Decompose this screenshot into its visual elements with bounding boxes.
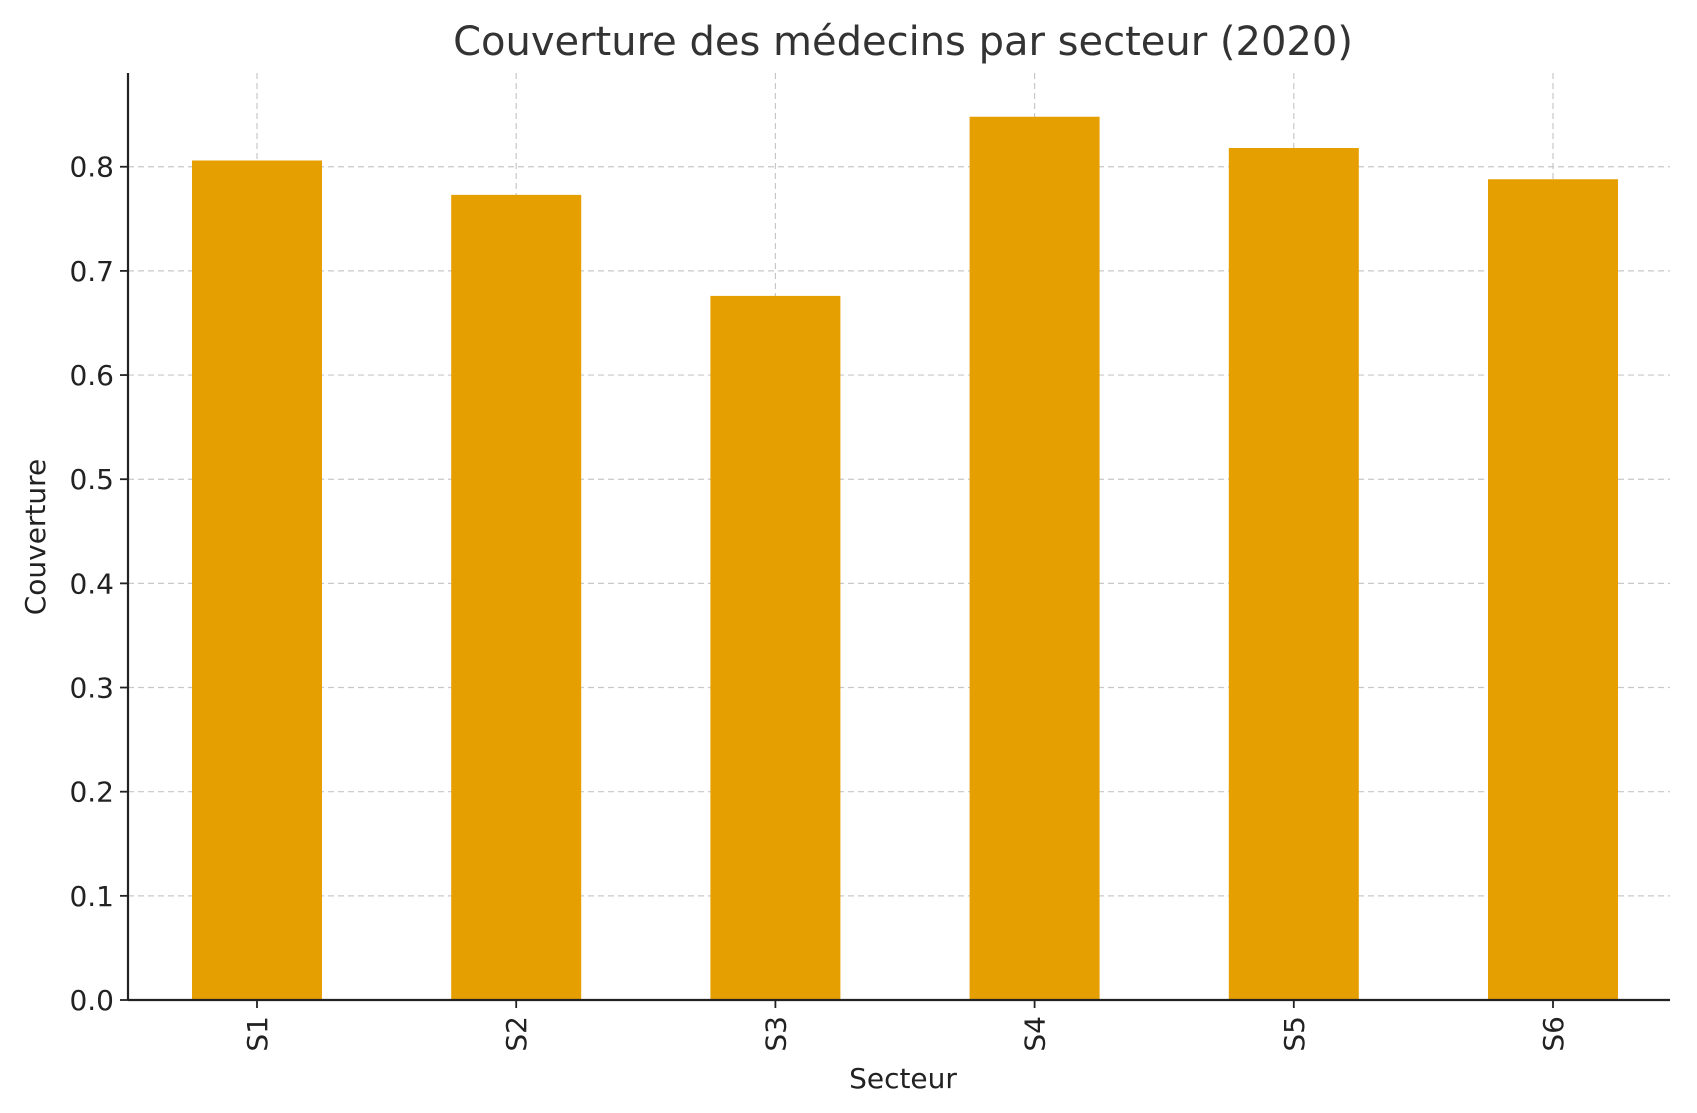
y-tick-label: 0.8: [69, 151, 114, 184]
x-tick-label: S4: [1019, 1016, 1052, 1052]
bar-s1: [192, 160, 322, 1001]
y-axis-label: Couverture: [19, 459, 52, 616]
bar-s5: [1228, 147, 1359, 1000]
y-tick-label: 0.2: [69, 776, 114, 809]
x-axis-label: Secteur: [849, 1062, 957, 1095]
bar-s6: [1488, 179, 1618, 1000]
x-tick-label: S6: [1537, 1016, 1570, 1052]
x-tick-label: S3: [759, 1016, 792, 1052]
y-tick-label: 0.7: [69, 255, 114, 288]
axes: [126, 73, 1670, 1002]
y-tick-label: 0.1: [69, 880, 114, 913]
chart-title: Couverture des médecins par secteur (202…: [453, 19, 1353, 65]
x-tick-label: S5: [1278, 1016, 1311, 1052]
y-tick-label: 0.0: [69, 984, 114, 1017]
bar-s2: [451, 194, 582, 1001]
y-tick-label: 0.3: [69, 672, 114, 705]
bar-s3: [710, 295, 841, 1001]
bar-s4: [969, 116, 1100, 1000]
bars: [192, 116, 1618, 1001]
x-tick-label: S1: [241, 1016, 274, 1052]
grid: [128, 73, 1670, 1000]
x-tick-label: S2: [500, 1016, 533, 1052]
y-tick-label: 0.4: [69, 567, 114, 600]
x-ticks: S1 S2 S3 S4 S5 S6: [241, 1000, 1570, 1052]
y-tick-label: 0.5: [69, 463, 114, 496]
y-tick-label: 0.6: [69, 359, 114, 392]
y-ticks: 0.0 0.1 0.2 0.3 0.4 0.5 0.6 0.7 0.8: [69, 151, 128, 1017]
